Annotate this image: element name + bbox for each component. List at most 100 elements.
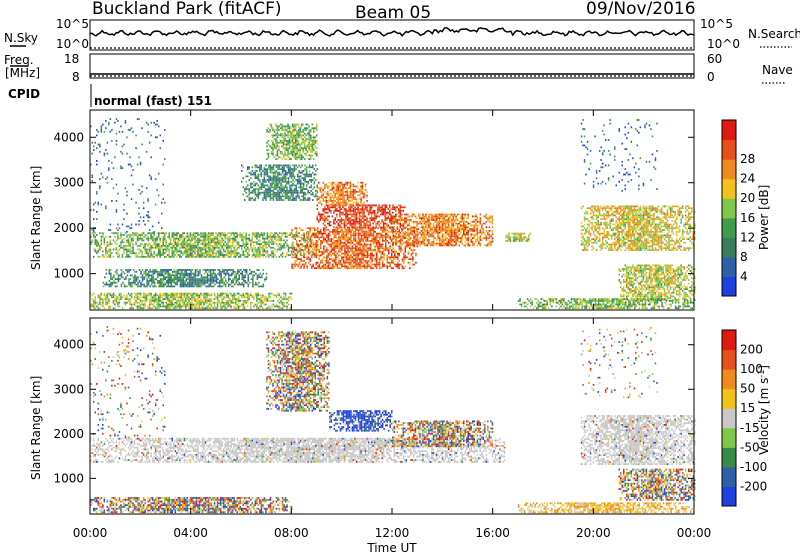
heatmap-cell: [316, 215, 318, 218]
heatmap-cell: [155, 278, 157, 280]
heatmap-cell: [164, 283, 166, 286]
heatmap-cell: [302, 197, 305, 200]
heatmap-cell: [269, 175, 272, 178]
heatmap-cell: [231, 250, 234, 253]
heatmap-cell: [255, 283, 257, 286]
heatmap-cell: [291, 263, 293, 266]
heatmap-cell: [235, 255, 237, 258]
heatmap-cell: [268, 190, 270, 192]
heatmap-cell: [158, 301, 160, 304]
heatmap-cell: [179, 248, 181, 251]
heatmap-cell: [164, 276, 166, 279]
heatmap-cell: [241, 281, 243, 284]
heatmap-cell: [281, 239, 284, 242]
heatmap-cell: [356, 229, 358, 231]
heatmap-cell: [170, 294, 172, 297]
heatmap-cell: [383, 249, 385, 251]
heatmap-cell: [192, 234, 195, 236]
heatmap-cell: [247, 246, 249, 249]
heatmap-cell: [293, 147, 295, 150]
heatmap-cell: [288, 141, 291, 144]
heatmap-cell: [378, 258, 381, 260]
heatmap-cell: [394, 263, 396, 266]
heatmap-cell: [377, 261, 379, 264]
heatmap-cell: [197, 243, 199, 245]
heatmap-cell: [161, 305, 163, 308]
heatmap-cell: [132, 239, 134, 242]
heatmap-cell: [383, 230, 385, 233]
heatmap-cell: [149, 285, 151, 288]
heatmap-cell: [158, 307, 160, 310]
heatmap-cell: [235, 237, 237, 240]
heatmap-cell: [295, 249, 298, 251]
heatmap-cell: [368, 229, 370, 231]
heatmap-cell: [272, 154, 274, 157]
heatmap-cell: [304, 168, 306, 170]
heatmap-cell: [306, 132, 309, 135]
heatmap-cell: [338, 249, 340, 251]
heatmap-cell: [281, 168, 284, 170]
heatmap-cell: [272, 243, 275, 245]
heatmap-cell: [103, 239, 106, 242]
heatmap-cell: [176, 294, 178, 297]
heatmap-cell: [287, 147, 289, 150]
heatmap-cell: [295, 229, 298, 231]
heatmap-cell: [260, 175, 263, 178]
heatmap-cell: [222, 239, 225, 242]
heatmap-cell: [252, 283, 254, 286]
heatmap-cell: [213, 301, 216, 304]
heatmap-cell: [290, 149, 292, 151]
heatmap-cell: [270, 145, 273, 148]
heatmap-cell: [194, 280, 197, 282]
heatmap-cell: [227, 235, 229, 238]
heatmap-cell: [269, 170, 272, 172]
heatmap-cell: [144, 234, 146, 236]
heatmap-cell: [188, 245, 190, 247]
heatmap-cell: [191, 234, 193, 236]
heatmap-cell: [209, 278, 212, 280]
heatmap-cell: [182, 274, 185, 277]
heatmap-cell: [125, 278, 127, 280]
heatmap-cell: [159, 237, 161, 240]
heatmap-cell: [141, 274, 144, 277]
heatmap-cell: [345, 229, 348, 231]
heatmap-cell: [401, 249, 404, 251]
heatmap-cell: [280, 300, 282, 302]
heatmap-cell: [307, 249, 310, 251]
heatmap-cell: [146, 274, 148, 277]
heatmap-cell: [221, 246, 223, 249]
heatmap-cell: [225, 245, 228, 247]
heatmap-cell: [395, 263, 397, 266]
heatmap-cell: [120, 272, 123, 275]
heatmap-cell: [185, 248, 187, 251]
heatmap-cell: [165, 292, 167, 295]
heatmap-cell: [375, 243, 378, 246]
heatmap-cell: [153, 241, 155, 244]
heatmap-cell: [192, 243, 195, 245]
heatmap-cell: [156, 243, 158, 245]
heatmap-cell: [188, 305, 190, 308]
heatmap-cell: [286, 177, 288, 180]
heatmap-cell: [313, 143, 315, 146]
heatmap-cell: [347, 256, 349, 259]
heatmap-cell: [380, 229, 382, 231]
heatmap-cell: [291, 229, 293, 231]
heatmap-cell: [111, 283, 114, 286]
heatmap-cell: [206, 246, 208, 249]
heatmap-cell: [394, 230, 396, 233]
heatmap-cell: [135, 243, 137, 245]
heatmap-cell: [354, 236, 357, 239]
heatmap-cell: [271, 237, 273, 240]
heatmap-cell: [118, 292, 121, 295]
heatmap-cell: [214, 280, 216, 282]
heatmap-cell: [245, 241, 247, 244]
heatmap-cell: [220, 270, 222, 273]
heatmap-cell: [112, 294, 115, 297]
heatmap-cell: [247, 188, 249, 190]
heatmap-cell: [135, 232, 137, 235]
heatmap-cell: [262, 285, 265, 288]
heatmap-cell: [353, 247, 355, 250]
heatmap-cell: [268, 241, 270, 244]
heatmap-cell: [310, 186, 312, 189]
heatmap-cell: [158, 303, 160, 306]
